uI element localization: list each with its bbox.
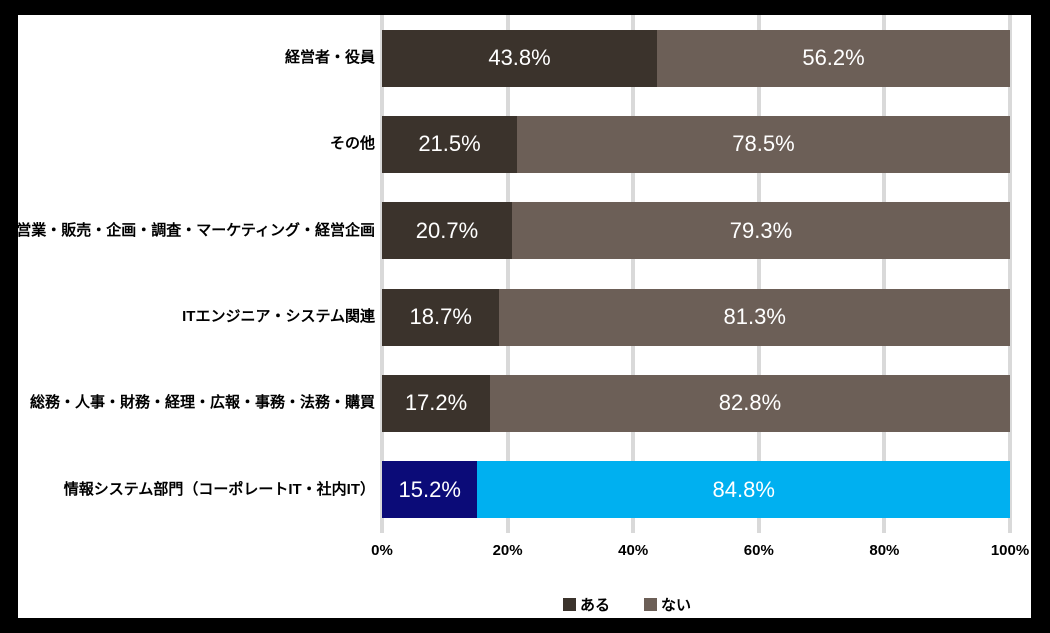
data-label: 18.7% <box>409 304 472 330</box>
data-label: 84.8% <box>712 476 775 502</box>
legend-item-nai[interactable]: ない <box>644 594 691 615</box>
gridline-100 <box>1008 15 1012 533</box>
legend-label: ある <box>580 597 611 614</box>
data-label: 17.2% <box>404 390 468 416</box>
bar-row-highlighted: 15.2% 84.8% <box>382 461 1010 519</box>
data-label: 81.3% <box>723 304 786 330</box>
bar-segment-aru[interactable]: 15.2% <box>382 461 478 519</box>
data-label: 20.7% <box>415 217 479 243</box>
x-tick-40: 40% <box>618 542 649 559</box>
bar-row: 21.5% 78.5% <box>382 115 1010 173</box>
bar-segment-nai[interactable]: 82.8% <box>490 374 1010 432</box>
gridline-20 <box>505 15 510 533</box>
data-label: 56.2% <box>802 45 865 71</box>
legend-swatch-icon <box>644 598 658 611</box>
legend-label: ない <box>661 597 692 614</box>
gridline-0 <box>380 15 384 533</box>
gridline-80 <box>882 15 887 533</box>
x-tick-100: 100% <box>990 542 1030 559</box>
chart-plot-area: 経営者・役員 その他 営業・販売・企画・調査・マーケティング・経営企画 ITエン… <box>16 15 1031 533</box>
bar-segment-aru[interactable]: 21.5% <box>382 115 518 173</box>
bar-segment-nai[interactable]: 81.3% <box>499 288 1010 346</box>
bar-row: 43.8% 56.2% <box>382 29 1010 87</box>
category-label: 総務・人事・財務・経理・広報・事務・法務・購買 <box>29 394 375 412</box>
data-label: 15.2% <box>398 476 461 502</box>
gridline-40 <box>631 15 636 533</box>
x-tick-20: 20% <box>492 542 523 559</box>
plot-grid: 43.8% 56.2% 21.5% 78.5% 20.7% 79.3% 18.7… <box>380 15 1012 533</box>
bar-row: 20.7% 79.3% <box>382 202 1010 260</box>
data-label: 82.8% <box>718 390 782 416</box>
bar-segment-nai[interactable]: 79.3% <box>511 202 1010 260</box>
bar-row: 18.7% 81.3% <box>382 288 1010 346</box>
x-tick-0: 0% <box>371 542 393 559</box>
data-label: 43.8% <box>488 45 551 71</box>
x-tick-80: 80% <box>869 542 900 559</box>
x-axis: 0% 20% 40% 60% 80% 100% <box>18 542 1031 562</box>
bar-segment-nai[interactable]: 78.5% <box>517 115 1010 173</box>
bar-segment-aru[interactable]: 20.7% <box>382 202 512 260</box>
bar-segment-nai[interactable]: 84.8% <box>477 461 1010 519</box>
legend-swatch-icon <box>563 598 576 611</box>
data-label: 78.5% <box>732 131 795 157</box>
category-label: 経営者・役員 <box>284 48 375 66</box>
bar-segment-aru[interactable]: 17.2% <box>382 374 491 432</box>
category-label: 営業・販売・企画・調査・マーケティング・経営企画 <box>16 221 375 239</box>
chart-canvas: 経営者・役員 その他 営業・販売・企画・調査・マーケティング・経営企画 ITエン… <box>16 15 1031 618</box>
category-axis: 経営者・役員 その他 営業・販売・企画・調査・マーケティング・経営企画 ITエン… <box>16 15 382 533</box>
bar-row: 17.2% 82.8% <box>382 374 1010 432</box>
category-label: その他 <box>329 135 375 153</box>
bar-segment-aru[interactable]: 18.7% <box>382 288 500 346</box>
bar-segment-nai[interactable]: 56.2% <box>657 29 1010 87</box>
data-label: 79.3% <box>729 217 793 243</box>
legend-item-aru[interactable]: ある <box>563 594 610 615</box>
bar-segment-aru[interactable]: 43.8% <box>382 29 658 87</box>
legend: ある ない <box>563 594 691 615</box>
data-label: 21.5% <box>418 131 481 157</box>
gridline-60 <box>756 15 761 533</box>
category-label: ITエンジニア・システム関連 <box>182 307 375 325</box>
category-label: 情報システム部門（コーポレートIT・社内IT） <box>63 480 375 498</box>
x-tick-60: 60% <box>743 542 774 559</box>
